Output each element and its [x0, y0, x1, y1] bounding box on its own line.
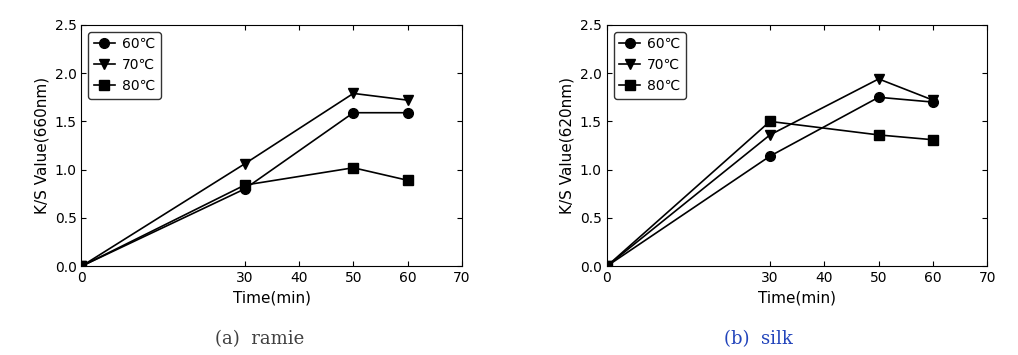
- Line: 60℃: 60℃: [76, 108, 412, 271]
- 60℃: [601, 264, 613, 268]
- 70℃: [402, 98, 414, 102]
- Line: 60℃: 60℃: [602, 92, 938, 271]
- 60℃: [347, 111, 359, 115]
- 80℃: [927, 138, 940, 142]
- Line: 70℃: 70℃: [76, 88, 412, 271]
- 80℃: [75, 264, 88, 268]
- 70℃: [347, 91, 359, 95]
- 80℃: [238, 183, 250, 187]
- 70℃: [601, 264, 613, 268]
- Line: 80℃: 80℃: [76, 163, 412, 271]
- Legend: 60℃, 70℃, 80℃: 60℃, 70℃, 80℃: [89, 32, 161, 99]
- Y-axis label: K/S Value(620nm): K/S Value(620nm): [559, 77, 574, 214]
- 60℃: [75, 264, 88, 268]
- 80℃: [764, 119, 776, 124]
- 60℃: [238, 187, 250, 191]
- Line: 80℃: 80℃: [602, 116, 938, 271]
- X-axis label: Time(min): Time(min): [758, 291, 836, 306]
- Legend: 60℃, 70℃, 80℃: 60℃, 70℃, 80℃: [614, 32, 686, 99]
- Line: 70℃: 70℃: [602, 74, 938, 271]
- 60℃: [402, 111, 414, 115]
- 80℃: [402, 178, 414, 182]
- 70℃: [764, 133, 776, 137]
- 80℃: [347, 166, 359, 170]
- Text: (b)  silk: (b) silk: [724, 331, 793, 348]
- 60℃: [872, 95, 885, 99]
- 80℃: [601, 264, 613, 268]
- Y-axis label: K/S Value(660nm): K/S Value(660nm): [34, 77, 49, 214]
- 70℃: [927, 98, 940, 102]
- 70℃: [238, 162, 250, 166]
- 60℃: [764, 154, 776, 158]
- Text: (a)  ramie: (a) ramie: [215, 331, 304, 348]
- 70℃: [75, 264, 88, 268]
- 80℃: [872, 133, 885, 137]
- 70℃: [872, 77, 885, 81]
- X-axis label: Time(min): Time(min): [233, 291, 310, 306]
- 60℃: [927, 100, 940, 104]
